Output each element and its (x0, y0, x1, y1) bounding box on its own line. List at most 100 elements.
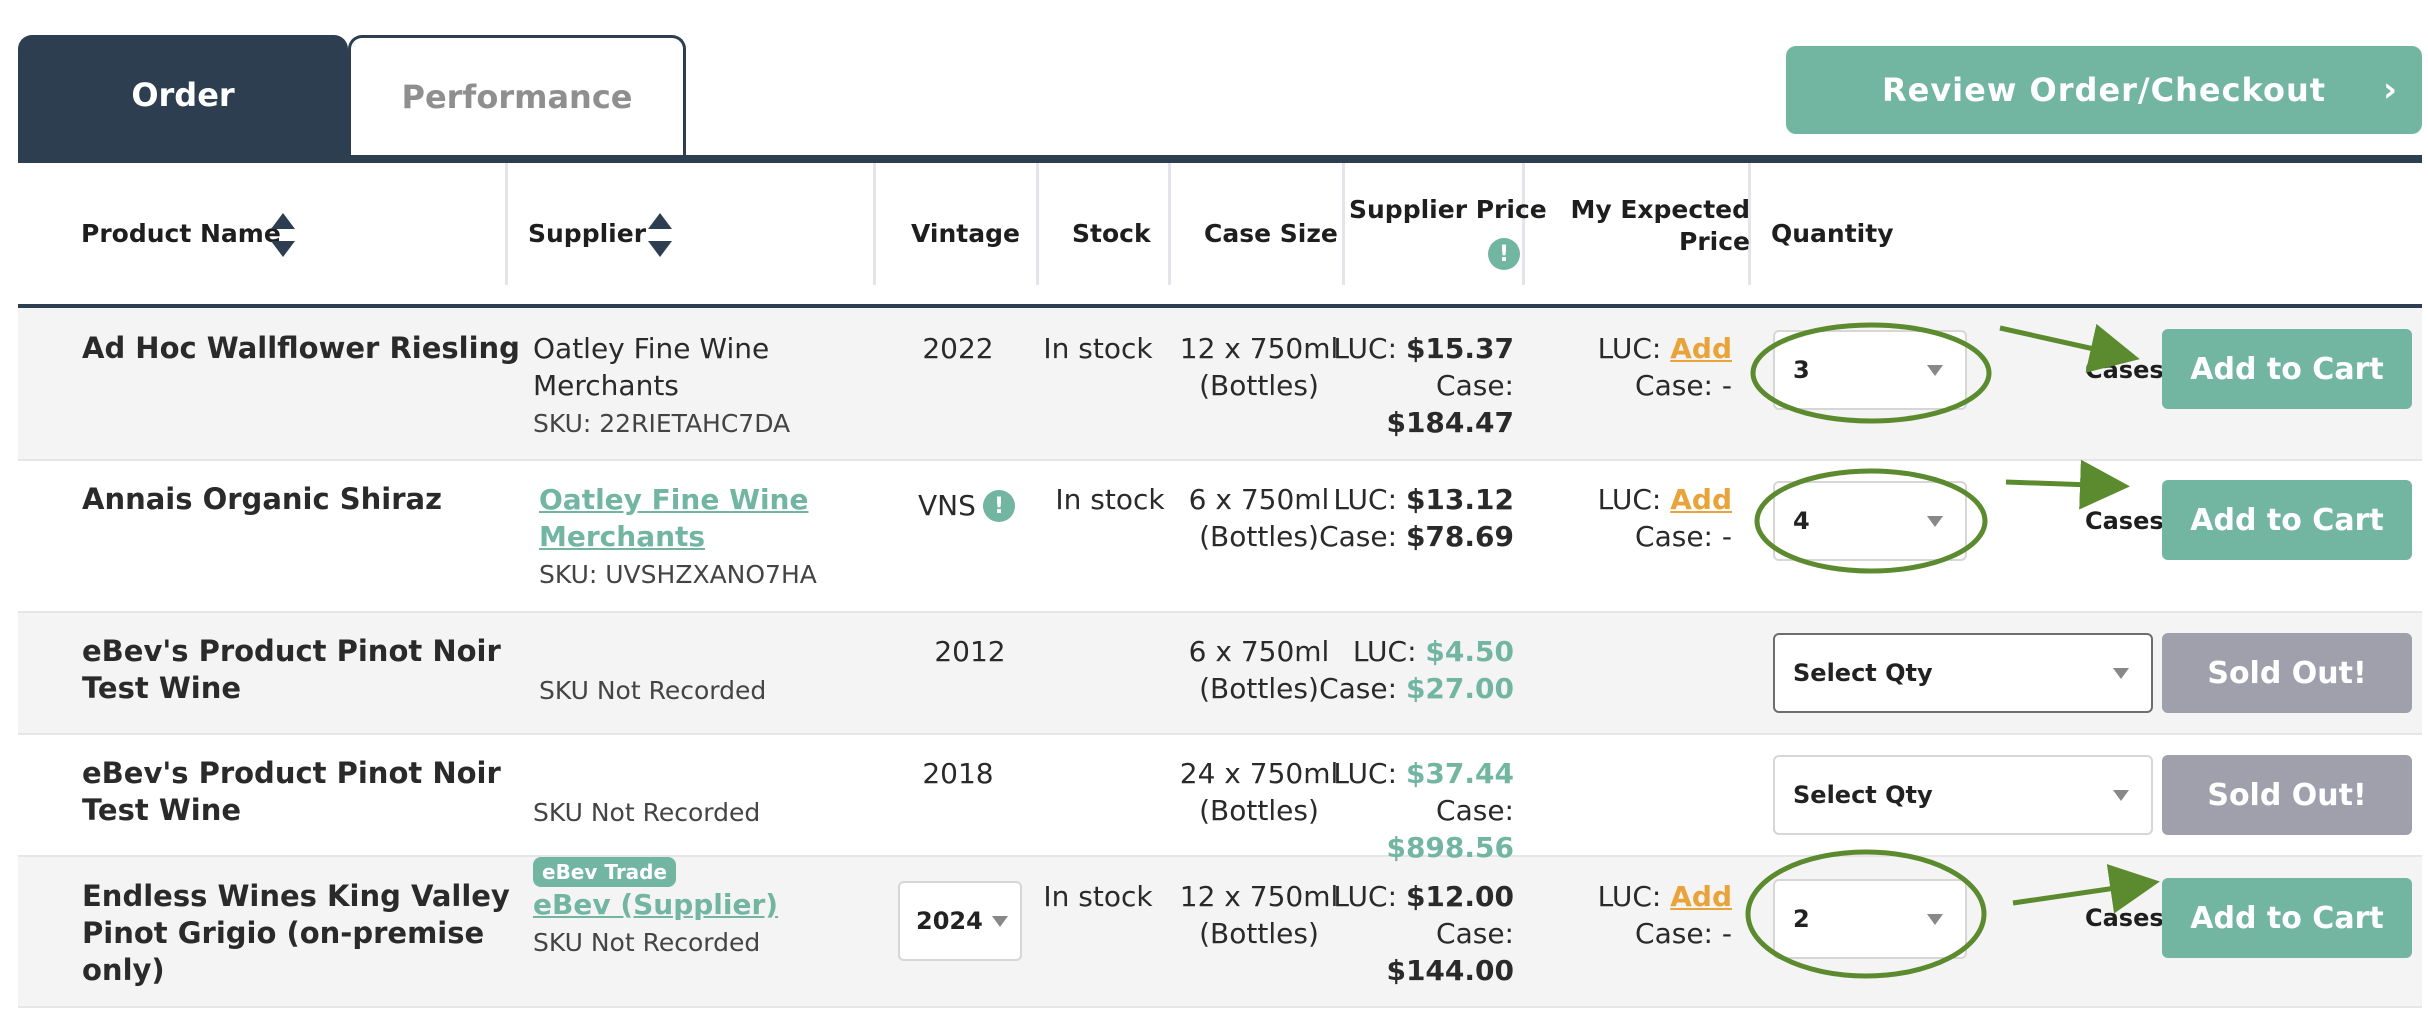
product-name: eBev's Product Pinot Noir (82, 634, 501, 668)
tab-performance[interactable]: Performance (348, 35, 686, 155)
add-to-cart-button[interactable]: Add to Cart (2162, 480, 2412, 560)
column-divider (1748, 163, 1751, 285)
expected-luc-price: LUC: Add (1597, 332, 1732, 365)
supplier-luc-price: LUC: $37.44 (1333, 757, 1514, 790)
add-to-cart-button[interactable]: Add to Cart (2162, 878, 2412, 958)
expected-case-price: Case: - (1635, 369, 1732, 402)
header-quantity: Quantity (1771, 219, 1894, 248)
vintage: 2018 (922, 757, 994, 790)
supplier-link[interactable]: Merchants (539, 520, 706, 553)
product-name: Endless Wines King Valley (82, 879, 510, 913)
sku: SKU Not Recorded (533, 798, 761, 827)
table-header: Product Name Supplier Vintage Stock Case… (18, 163, 2422, 304)
quantity-unit-label: Cases (2085, 904, 2164, 932)
sku: SKU: 22RIETAHC7DA (533, 409, 791, 438)
header-divider (18, 304, 2422, 308)
row-divider (18, 733, 2422, 735)
sku: SKU: UVSHZXANO7HA (539, 560, 817, 589)
column-divider (505, 163, 508, 285)
tab-underline-bar (18, 155, 2422, 163)
vintage: 2022 (922, 332, 994, 365)
supplier-luc-price: LUC: $15.37 (1333, 332, 1514, 365)
header-case-size: Case Size (1204, 219, 1338, 248)
vintage-select[interactable]: 2024 (898, 881, 1022, 961)
case-size: 6 x 750ml (1188, 483, 1330, 516)
expected-luc-price: LUC: Add (1597, 483, 1732, 516)
case-size: 24 x 750ml (1179, 757, 1339, 790)
add-to-cart-button[interactable]: Add to Cart (2162, 329, 2412, 409)
supplier-link[interactable]: eBev (Supplier) (533, 888, 779, 921)
column-divider (1168, 163, 1171, 285)
header-vintage: Vintage (911, 219, 1020, 248)
quantity-unit-label: Cases (2085, 507, 2164, 535)
case-size: 6 x 750ml (1188, 635, 1330, 668)
row-divider (18, 611, 2422, 613)
supplier-case-price: Case: $144.00 (1386, 917, 1514, 987)
header-supplier[interactable]: Supplier (528, 219, 647, 248)
case-size-unit: (Bottles) (1199, 672, 1319, 705)
vintage: 2012 (934, 635, 1006, 668)
chevron-down-icon (1927, 365, 1943, 376)
case-size: 12 x 750ml (1179, 880, 1339, 913)
expected-case-price: Case: - (1635, 520, 1732, 553)
expected-case-price: Case: - (1635, 917, 1732, 950)
column-divider (1342, 163, 1345, 285)
sold-out-button[interactable]: Sold Out! (2162, 755, 2412, 835)
sort-supplier-icon[interactable] (648, 213, 672, 257)
add-expected-price-link[interactable]: Add (1670, 483, 1732, 516)
supplier-case-price: Case: $898.56 (1386, 794, 1514, 864)
product-name: only) (82, 953, 165, 987)
expected-luc-price: LUC: Add (1597, 880, 1732, 913)
tab-performance-label: Performance (401, 77, 633, 116)
chevron-right-icon: › (2382, 70, 2398, 110)
chevron-down-icon (1927, 914, 1943, 925)
add-expected-price-link[interactable]: Add (1670, 880, 1732, 913)
header-product-name[interactable]: Product Name (81, 219, 281, 248)
chevron-down-icon (2113, 668, 2129, 679)
review-order-label: Review Order/Checkout (1881, 71, 2327, 109)
sold-out-button[interactable]: Sold Out! (2162, 633, 2412, 713)
chevron-down-icon (992, 916, 1008, 927)
tab-order-label: Order (131, 76, 235, 114)
stock-status: In stock (1043, 880, 1153, 913)
sku: SKU Not Recorded (533, 928, 761, 957)
sort-product-name-icon[interactable] (271, 213, 295, 257)
quantity-select[interactable]: 2 (1773, 879, 1967, 959)
tab-order[interactable]: Order (18, 35, 348, 155)
supplier-luc-price: LUC: $12.00 (1333, 880, 1514, 913)
product-name: eBev's Product Pinot Noir (82, 756, 501, 790)
trade-badge: eBev Trade (533, 857, 677, 887)
column-divider (873, 163, 876, 285)
product-name: Ad Hoc Wallflower Riesling (82, 331, 520, 365)
supplier-luc-price: LUC: $4.50 (1352, 635, 1514, 668)
header-expected-price-line1: My Expected (1570, 195, 1750, 224)
quantity-unit-label: Cases (2085, 356, 2164, 384)
chevron-down-icon (1927, 516, 1943, 527)
case-size-unit: (Bottles) (1199, 794, 1319, 827)
supplier-case-price: Case: $78.69 (1319, 520, 1514, 553)
supplier-name-line: Oatley Fine Wine (533, 332, 770, 365)
supplier-case-price: Case: $27.00 (1319, 672, 1514, 705)
add-expected-price-link[interactable]: Add (1670, 332, 1732, 365)
supplier-link[interactable]: Oatley Fine Wine (539, 483, 809, 516)
product-name: Annais Organic Shiraz (82, 482, 442, 516)
column-divider (1522, 163, 1525, 285)
supplier-luc-price: LUC: $13.12 (1333, 483, 1514, 516)
quantity-select[interactable]: 3 (1773, 330, 1967, 410)
vintage-info-icon[interactable]: ! (983, 490, 1015, 522)
quantity-select[interactable]: Select Qty (1773, 633, 2153, 713)
stock-status: In stock (1043, 332, 1153, 365)
product-name: Pinot Grigio (on-premise (82, 916, 485, 950)
stock-status: In stock (1055, 483, 1165, 516)
quantity-select[interactable]: 4 (1773, 481, 1967, 561)
row-divider (18, 459, 2422, 461)
header-stock: Stock (1072, 219, 1151, 248)
info-icon[interactable]: ! (1488, 238, 1520, 270)
chevron-down-icon (2113, 790, 2129, 801)
case-size-unit: (Bottles) (1199, 520, 1319, 553)
row-divider (18, 855, 2422, 857)
supplier-case-price: Case: $184.47 (1386, 369, 1514, 439)
review-order-checkout-button[interactable]: Review Order/Checkout › (1786, 46, 2422, 134)
quantity-select[interactable]: Select Qty (1773, 755, 2153, 835)
case-size-unit: (Bottles) (1199, 917, 1319, 950)
